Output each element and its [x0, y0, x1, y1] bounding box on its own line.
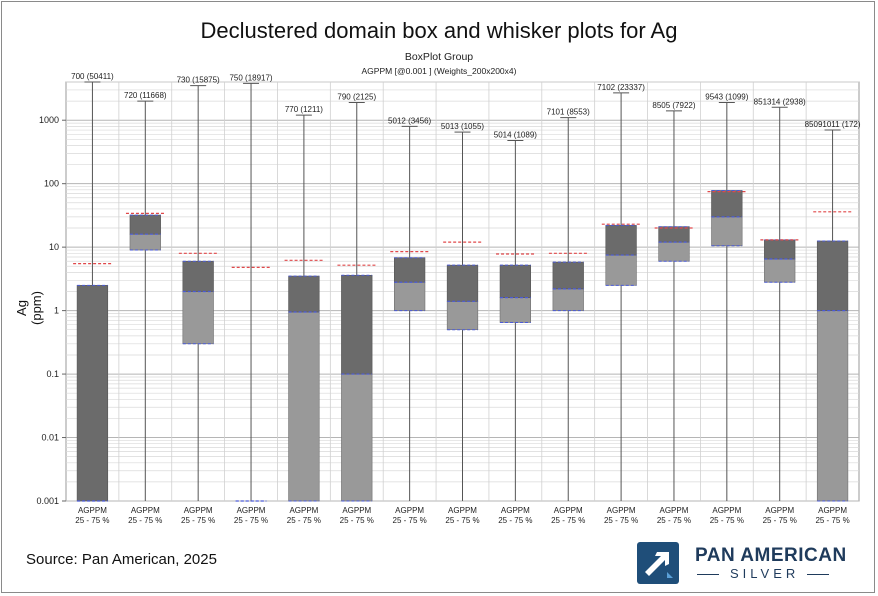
box-lower-quartile: [341, 373, 373, 502]
box-lower-quartile: [394, 281, 426, 311]
box-domain-label: 85091011 (172): [805, 120, 861, 129]
box-lower-quartile: [816, 310, 849, 502]
x-category-label: AGPPM: [395, 506, 424, 515]
box-domain-label: 790 (2125): [337, 93, 376, 102]
x-category-label: AGPPM: [660, 506, 689, 515]
box-domain-label: 7102 (23337): [597, 83, 645, 92]
y-tick-label: 10: [49, 242, 59, 252]
x-category-label: AGPPM: [765, 506, 794, 515]
box-domain-label: 5012 (3456): [388, 116, 431, 125]
x-category-sublabel: 25 - 75 %: [604, 516, 638, 525]
x-category-sublabel: 25 - 75 %: [287, 516, 321, 525]
x-category-sublabel: 25 - 75 %: [551, 516, 585, 525]
box-domain-label: 750 (18917): [229, 73, 272, 82]
box-upper-quartile: [816, 240, 849, 311]
pan-american-arrow-icon: [637, 542, 679, 584]
x-category-label: AGPPM: [501, 506, 530, 515]
box-domain-label: 5013 (1055): [441, 122, 484, 131]
box-domain-label: 5014 (1089): [494, 130, 537, 139]
box-domain-label: 851314 (2938): [754, 97, 806, 106]
box-upper-quartile: [129, 214, 161, 235]
logo-text-secondary: SILVER: [730, 566, 800, 581]
x-category-label: AGPPM: [78, 506, 107, 515]
x-category-sublabel: 25 - 75 %: [181, 516, 215, 525]
x-category-sublabel: 25 - 75 %: [128, 516, 162, 525]
y-tick-label: 1000: [39, 115, 59, 125]
x-category-sublabel: 25 - 75 %: [657, 516, 691, 525]
logo-rule-left: [697, 574, 719, 575]
box-lower-quartile: [446, 301, 479, 331]
box-domain-label: 730 (15875): [177, 76, 220, 85]
x-category-sublabel: 25 - 75 %: [340, 516, 374, 525]
x-category-sublabel: 25 - 75 %: [393, 516, 427, 525]
box-upper-quartile: [182, 260, 214, 292]
x-category-sublabel: 25 - 75 %: [710, 516, 744, 525]
box-lower-quartile: [711, 216, 743, 247]
x-category-sublabel: 25 - 75 %: [498, 516, 532, 525]
x-category-sublabel: 25 - 75 %: [763, 516, 797, 525]
x-category-label: AGPPM: [554, 506, 583, 515]
box-domain-label: 9543 (1099): [705, 93, 748, 102]
x-category-label: AGPPM: [289, 506, 318, 515]
y-tick-label: 1: [54, 306, 59, 316]
x-category-label: AGPPM: [237, 506, 266, 515]
y-tick-label: 0.1: [46, 369, 59, 379]
y-tick-label: 0.01: [41, 433, 59, 443]
box-upper-quartile: [499, 264, 531, 298]
box-upper-quartile: [446, 264, 479, 302]
box-upper-quartile: [605, 225, 637, 256]
chart-subtitle: BoxPlot Group: [404, 51, 474, 63]
box-lower-quartile: [499, 297, 531, 323]
box-lower-quartile: [605, 254, 637, 286]
y-tick-label: 100: [44, 179, 59, 189]
box-lower-quartile: [552, 288, 584, 311]
box-upper-quartile: [552, 261, 584, 290]
box-lower-quartile: [129, 233, 161, 251]
x-category-label: AGPPM: [607, 506, 636, 515]
x-category-sublabel: 25 - 75 %: [815, 516, 849, 525]
chart-title: Declustered domain box and whisker plots…: [200, 18, 678, 43]
pan-american-logo: PAN AMERICAN SILVER: [637, 542, 847, 586]
source-note: Source: Pan American, 2025: [26, 551, 217, 568]
chart-subtitle-weights: AGPPM [@0.001 ] (Weights_200x200x4): [361, 66, 517, 76]
x-category-sublabel: 25 - 75 %: [234, 516, 268, 525]
box-lower-quartile: [182, 291, 214, 345]
box-domain-label: 8505 (7922): [652, 101, 695, 110]
x-category-label: AGPPM: [184, 506, 213, 515]
x-category-label: AGPPM: [342, 506, 371, 515]
box-upper-quartile: [288, 275, 320, 313]
logo-text-primary: PAN AMERICAN: [695, 545, 847, 566]
box-domain-label: 720 (11668): [124, 91, 167, 100]
box-upper-quartile: [341, 274, 373, 375]
x-category-sublabel: 25 - 75 %: [445, 516, 479, 525]
y-tick-label: 0.001: [36, 496, 59, 506]
x-category-sublabel: 25 - 75 %: [75, 516, 109, 525]
x-category-label: AGPPM: [818, 506, 847, 515]
box-lower-quartile: [288, 311, 320, 502]
box-upper-quartile: [658, 226, 690, 243]
box-domain-label: 7101 (8553): [547, 108, 590, 117]
box-upper-quartile: [764, 239, 796, 260]
box-lower-quartile: [658, 241, 690, 262]
box-upper-quartile: [711, 190, 743, 218]
box-lower-quartile: [764, 258, 796, 283]
box-upper-quartile: [76, 285, 109, 502]
box-upper-quartile: [394, 257, 426, 283]
x-category-label: AGPPM: [712, 506, 741, 515]
x-category-label: AGPPM: [131, 506, 160, 515]
logo-rule-right: [807, 574, 829, 575]
box-domain-label: 770 (1211): [285, 105, 323, 114]
box-domain-label: 700 (50411): [71, 72, 114, 81]
x-category-label: AGPPM: [448, 506, 477, 515]
